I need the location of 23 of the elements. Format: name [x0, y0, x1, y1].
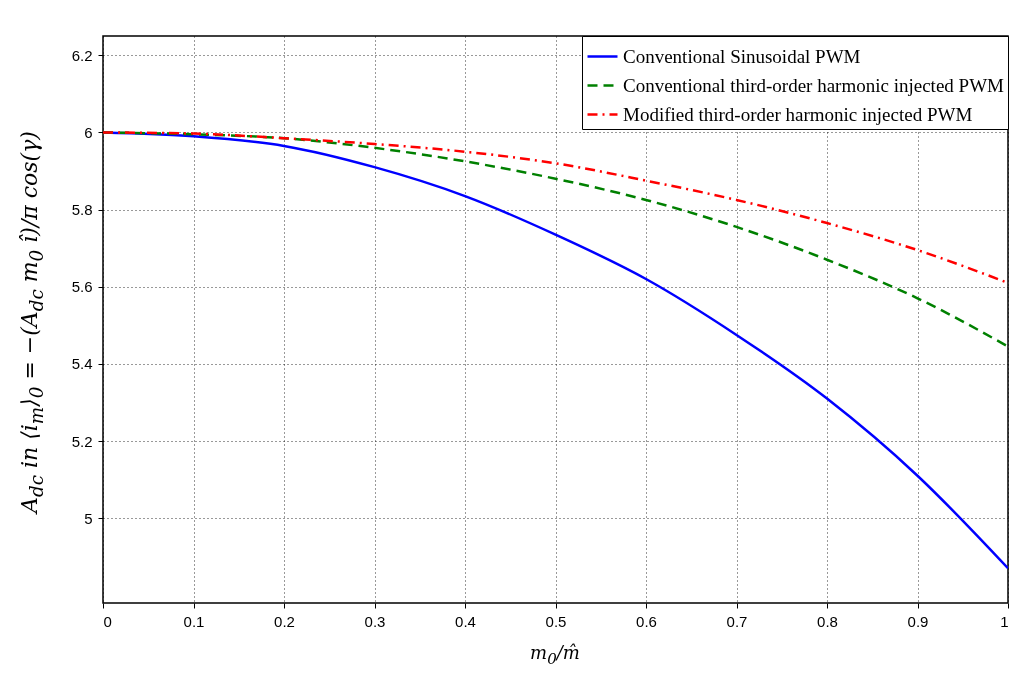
x-tick-label: 0.7 — [726, 612, 748, 630]
x-tick-label: 0.9 — [907, 612, 929, 630]
legend-label: Conventional third-order harmonic injected PWM — [623, 74, 1005, 96]
x-tick-label: 0.4 — [455, 612, 476, 630]
y-tick-label: 5.6 — [71, 278, 93, 296]
x-tick-label: 0.3 — [364, 612, 386, 630]
y-tick-label: 5.8 — [71, 201, 93, 219]
line-series — [103, 131, 1008, 285]
legend-label: Conventional Sinusoidal PWM — [623, 45, 861, 67]
x-tick-label: 0 — [103, 612, 112, 630]
y-tick-label: 5.4 — [71, 355, 93, 373]
x-tick-label: 0.5 — [545, 612, 567, 630]
x-axis-title: m$_{0}$/m̂ — [530, 642, 580, 668]
y-tick-label: 6.2 — [71, 46, 93, 64]
x-tick-label: 0.1 — [183, 612, 205, 630]
y-tick-label: 6 — [84, 123, 93, 141]
legend-label: Modified third-order harmonic injected PWM — [623, 103, 973, 125]
x-tick-label: 0.6 — [636, 612, 657, 630]
x-tick-label: 1 — [1000, 612, 1009, 630]
x-tick-label: 0.2 — [274, 612, 295, 630]
y-tick-label: 5.2 — [71, 432, 93, 450]
x-tick-label: 0.8 — [817, 612, 838, 630]
y-tick-label: 5 — [84, 509, 93, 527]
